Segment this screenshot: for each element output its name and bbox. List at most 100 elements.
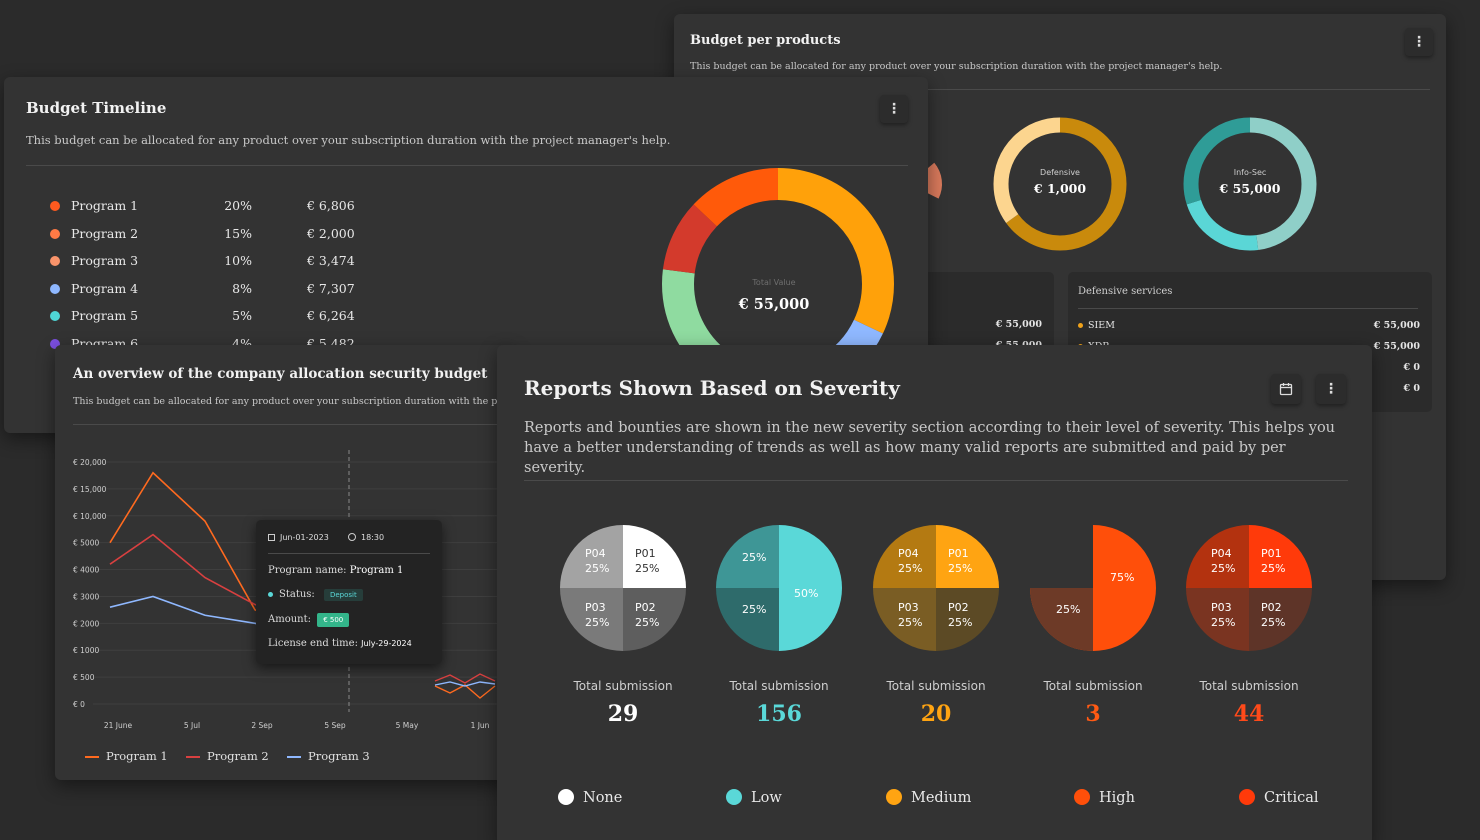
pie-slice <box>873 525 936 588</box>
donut-defensive-label: Defensive € 1,000 <box>1033 168 1087 196</box>
y-tick-label: € 20,000 <box>73 458 107 467</box>
slice-name: P02 <box>635 601 656 614</box>
severity-pie-2: P01 25% P02 25% P03 25% P04 25% Total submission… <box>861 525 1011 727</box>
partial-donut-arc <box>876 151 942 217</box>
card-description: This budget can be allocated for any pro… <box>690 61 1223 72</box>
legend-high[interactable]: High <box>1074 789 1135 806</box>
tooltip-date: Jun-01-2023 <box>268 533 329 542</box>
card-title: Reports Shown Based on Severity <box>524 376 900 400</box>
x-tick-label: 5 Jul <box>184 721 200 730</box>
program-percent: 20% <box>224 198 252 213</box>
program-amount: € 7,307 <box>307 280 355 296</box>
program-name: Program 4 <box>71 280 139 296</box>
program-percent: 10% <box>224 253 252 268</box>
program-color-dot <box>50 228 60 239</box>
donut-defensive <box>993 117 1127 251</box>
y-tick-label: € 4000 <box>73 566 99 575</box>
slice-name: P02 <box>1261 601 1282 614</box>
total-submission-label: Total submission <box>729 679 829 693</box>
program-percent: 15% <box>224 225 252 241</box>
pie-slice <box>873 588 936 651</box>
x-tick-label: 1 Jun <box>471 721 490 730</box>
program-color-dot <box>50 201 60 211</box>
series-line-tail <box>434 684 496 699</box>
x-tick-label: 21 June <box>104 721 133 730</box>
program-amount: € 3,474 <box>307 253 355 268</box>
program-color-dot <box>50 311 60 321</box>
program-amount: € 6,264 <box>307 308 355 323</box>
divider <box>26 165 908 166</box>
x-tick-label: 5 May <box>396 721 419 730</box>
total-submission-value: 44 <box>1233 701 1265 727</box>
legend-medium[interactable]: Medium <box>886 789 971 806</box>
program-percent: 8% <box>232 280 252 296</box>
slice-name: P03 <box>1211 601 1232 614</box>
pie-slice <box>623 525 686 588</box>
donut-segment <box>662 168 894 400</box>
total-submission-value: 3 <box>1085 701 1101 727</box>
legend-critical[interactable]: Critical <box>1239 789 1319 806</box>
total-submission-value: 156 <box>756 701 802 727</box>
slice-percent: 25% <box>898 562 922 575</box>
slice-percent: 25% <box>635 616 659 629</box>
total-submission-value: 20 <box>920 701 952 727</box>
legend-program-3[interactable]: Program 3 <box>287 749 370 763</box>
slice-percent: 25% <box>585 562 609 575</box>
slice-name: P02 <box>948 601 969 614</box>
slice-name: P03 <box>898 601 919 614</box>
divider <box>73 424 503 425</box>
slice-name: P01 <box>948 547 969 560</box>
card-title: Budget Timeline <box>26 99 167 117</box>
pie-slice <box>1249 588 1312 651</box>
program-name: Program 1 <box>71 198 139 213</box>
pie-slice <box>560 588 623 651</box>
calendar-icon[interactable] <box>1271 374 1301 404</box>
legend-program-2[interactable]: Program 2 <box>186 749 269 763</box>
donut-segment <box>662 168 894 400</box>
y-tick-label: € 10,000 <box>73 512 107 521</box>
chart-tooltip: Jun-01-2023 18:30 Program name: Program … <box>256 520 442 664</box>
card-description: This budget can be allocated for any pro… <box>73 396 515 407</box>
slice-percent: 50% <box>794 587 818 600</box>
severity-pie-3: 75% 25% Total submission 3 <box>1018 525 1168 727</box>
y-tick-label: € 1000 <box>73 646 99 655</box>
severity-reports-card: Reports Shown Based on Severity Reports … <box>497 345 1372 840</box>
status-dot-icon <box>268 592 273 597</box>
pie-slice <box>716 588 779 651</box>
program-color-dot <box>50 338 60 349</box>
y-tick-label: € 15,000 <box>73 485 107 494</box>
pie-slice <box>1186 525 1249 588</box>
service-row: SIEM € 55,000 <box>1078 320 1420 331</box>
severity-pie-1: 50% 25% 25% Total submission 156 <box>704 525 854 727</box>
legend-program-1[interactable]: Program 1 <box>85 749 168 763</box>
pie-slice <box>623 588 686 651</box>
card-title: An overview of the company allocation se… <box>73 366 488 382</box>
total-submission-label: Total submission <box>573 679 673 693</box>
kebab-menu-icon[interactable]: ⋮ <box>1405 28 1433 56</box>
kebab-menu-icon[interactable]: ⋮ <box>880 95 908 123</box>
pie-slice <box>1249 525 1312 588</box>
program-percent: 5% <box>232 308 252 323</box>
donut-segment <box>1183 117 1317 251</box>
program-name: Program 5 <box>71 308 139 323</box>
pie-slice <box>560 525 623 588</box>
legend-none[interactable]: None <box>558 789 622 806</box>
slice-percent: 25% <box>898 616 922 629</box>
y-tick-label: € 2000 <box>73 619 99 628</box>
donut-segment <box>1183 117 1317 251</box>
severity-pie-4: P01 25% P02 25% P03 25% P04 25% Total submission… <box>1174 525 1324 727</box>
legend-low[interactable]: Low <box>726 789 782 806</box>
slice-percent: 25% <box>1261 616 1285 629</box>
slice-percent: 25% <box>635 562 659 575</box>
pie-slice <box>716 525 779 588</box>
total-submission-label: Total submission <box>886 679 986 693</box>
slice-name: P04 <box>898 547 919 560</box>
total-submission-value: 29 <box>607 701 639 727</box>
severity-pie-0: P01 25% P02 25% P03 25% P04 25% Total submission… <box>548 525 698 727</box>
slice-percent: 25% <box>948 562 972 575</box>
y-tick-label: € 3000 <box>73 592 99 601</box>
total-submission-label: Total submission <box>1199 679 1299 693</box>
total-submission-label: Total submission <box>1043 679 1143 693</box>
kebab-menu-icon[interactable]: ⋮ <box>1316 374 1346 404</box>
slice-percent: 75% <box>1110 571 1134 584</box>
